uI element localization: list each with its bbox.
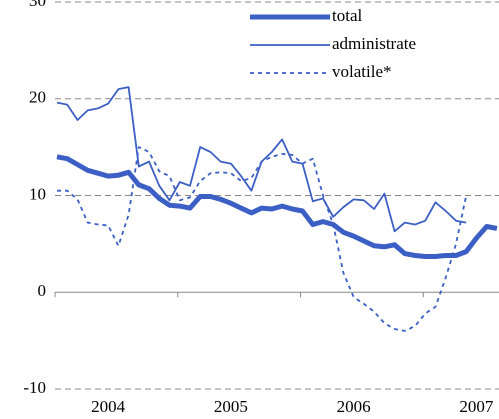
y-tick-label: 0 — [38, 281, 47, 300]
y-tick-label: 10 — [29, 184, 46, 203]
x-tick-label: 2005 — [214, 397, 248, 416]
series-line — [57, 146, 468, 332]
legend-label: volatile* — [332, 62, 391, 81]
legend-label: total — [332, 6, 362, 25]
legend-label: administrate — [332, 34, 416, 53]
x-tick-label: 2006 — [337, 397, 371, 416]
y-tick-label: -10 — [23, 378, 46, 397]
series-line — [56, 154, 498, 259]
y-tick-label: 20 — [29, 88, 46, 107]
y-tick-label: 30 — [29, 0, 46, 10]
x-tick-label: 2007 — [459, 397, 494, 416]
x-tick-label: 2004 — [91, 397, 126, 416]
